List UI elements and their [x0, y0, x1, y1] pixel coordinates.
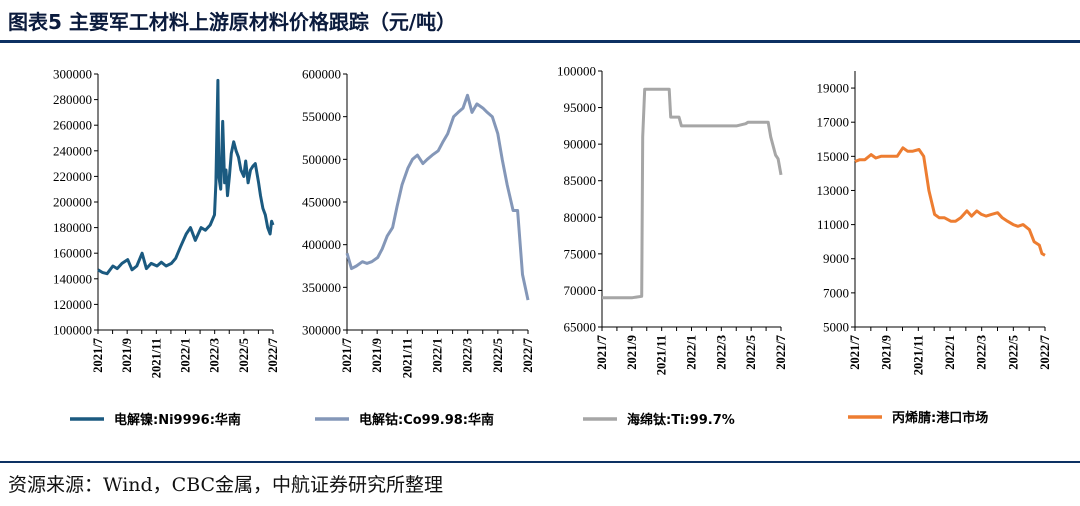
y-tick-label: 13000	[817, 183, 850, 198]
x-tick-label: 2022/7	[521, 338, 535, 373]
x-tick-label: 2021/7	[340, 338, 354, 373]
y-tick-label: 15000	[817, 149, 850, 164]
y-tick-label: 300000	[302, 323, 341, 338]
y-tick-label: 80000	[564, 210, 597, 225]
x-tick-label: 2022/7	[774, 335, 788, 370]
y-tick-label: 350000	[302, 280, 341, 295]
y-tick-label: 280000	[53, 92, 92, 107]
y-tick-label: 19000	[817, 81, 850, 96]
x-tick-label: 2022/5	[491, 338, 505, 373]
series-line	[854, 146, 1046, 257]
y-tick-label: 5000	[823, 320, 849, 335]
series-line	[345, 93, 530, 301]
x-tick-label: 2022/3	[208, 338, 222, 373]
x-tick-label: 2021/11	[911, 335, 925, 375]
x-tick-label: 2022/5	[237, 338, 251, 373]
x-tick-label: 2021/11	[655, 335, 669, 375]
x-tick-label: 2021/9	[120, 338, 134, 373]
x-tick-label: 2022/1	[431, 338, 445, 373]
x-tick-label: 2022/3	[714, 335, 728, 370]
legend-label: 电解镍:Ni9996:华南	[114, 412, 241, 428]
y-tick-label: 75000	[564, 246, 597, 261]
y-tick-label: 85000	[564, 173, 597, 188]
top-rule	[0, 40, 1080, 43]
x-tick-label: 2022/5	[744, 335, 758, 370]
y-tick-label: 220000	[53, 169, 92, 184]
chart-panel-3: 65000 70000 75000 80000 85000 90000 95000 10000…	[557, 64, 788, 429]
x-tick-label: 2021/9	[880, 335, 894, 370]
y-tick-label: 600000	[302, 67, 341, 82]
y-tick-label: 100000	[557, 64, 596, 79]
y-tick-label: 300000	[53, 67, 92, 82]
x-tick-label: 2022/3	[975, 335, 989, 370]
x-tick-label: 2021/11	[149, 338, 163, 378]
y-tick-label: 65000	[564, 320, 597, 335]
y-tick-label: 450000	[302, 195, 341, 210]
y-tick-label: 7000	[823, 285, 849, 300]
y-tick-label: 400000	[302, 237, 341, 252]
x-tick-label: 2022/7	[1038, 335, 1052, 370]
x-tick-label: 2021/7	[848, 335, 862, 370]
x-tick-label: 2022/1	[943, 335, 957, 370]
y-tick-label: 500000	[302, 152, 341, 167]
legend-label: 丙烯腈:港口市场	[892, 410, 988, 426]
y-tick-label: 95000	[564, 100, 597, 115]
chart-panel-2: 300000 350000 400000 450000 500000 550000 6000…	[302, 67, 535, 429]
y-tick-label: 100000	[53, 323, 92, 338]
y-tick-label: 180000	[53, 220, 92, 235]
chart-panel-4: 5000 7000 9000 11000 13000 15000 17000 19000 202…	[817, 71, 1052, 426]
y-tick-label: 240000	[53, 143, 92, 158]
y-tick-label: 70000	[564, 283, 597, 298]
chart-panel-1: 100000 120000 140000 160000 180000 200000 2200…	[53, 67, 280, 429]
y-tick-label: 160000	[53, 246, 92, 261]
legend-label: 海绵钛:Ti:99.7%	[627, 412, 735, 428]
y-tick-label: 550000	[302, 109, 341, 124]
y-tick-label: 260000	[53, 118, 92, 133]
x-tick-label: 2022/7	[266, 338, 280, 373]
y-tick-label: 11000	[817, 217, 849, 232]
y-tick-label: 120000	[53, 297, 92, 312]
figure-title: 图表5 主要军工材料上游原材料价格跟踪（元/吨）	[8, 10, 457, 34]
y-tick-label: 9000	[823, 251, 849, 266]
x-tick-label: 2021/7	[595, 335, 609, 370]
charts-canvas: 100000 120000 140000 160000 180000 200000 2200…	[53, 64, 1052, 429]
x-tick-label: 2021/9	[370, 338, 384, 373]
x-tick-label: 2022/1	[685, 335, 699, 370]
y-tick-label: 90000	[564, 137, 597, 152]
legend-label: 电解钴:Co99.98:华南	[359, 412, 494, 428]
x-tick-label: 2021/7	[91, 338, 105, 373]
x-tick-label: 2021/11	[400, 338, 414, 378]
series-line	[602, 87, 783, 300]
y-tick-label: 17000	[817, 115, 850, 130]
x-tick-label: 2022/5	[1006, 335, 1020, 370]
x-tick-label: 2022/1	[179, 338, 193, 373]
x-tick-label: 2022/3	[461, 338, 475, 373]
bottom-rule	[0, 461, 1080, 463]
y-tick-label: 200000	[53, 195, 92, 210]
y-tick-label: 140000	[53, 271, 92, 286]
source-note: 资源来源：Wind，CBC金属，中航证券研究所整理	[8, 474, 444, 496]
x-tick-label: 2021/9	[625, 335, 639, 370]
series-line	[97, 78, 275, 276]
